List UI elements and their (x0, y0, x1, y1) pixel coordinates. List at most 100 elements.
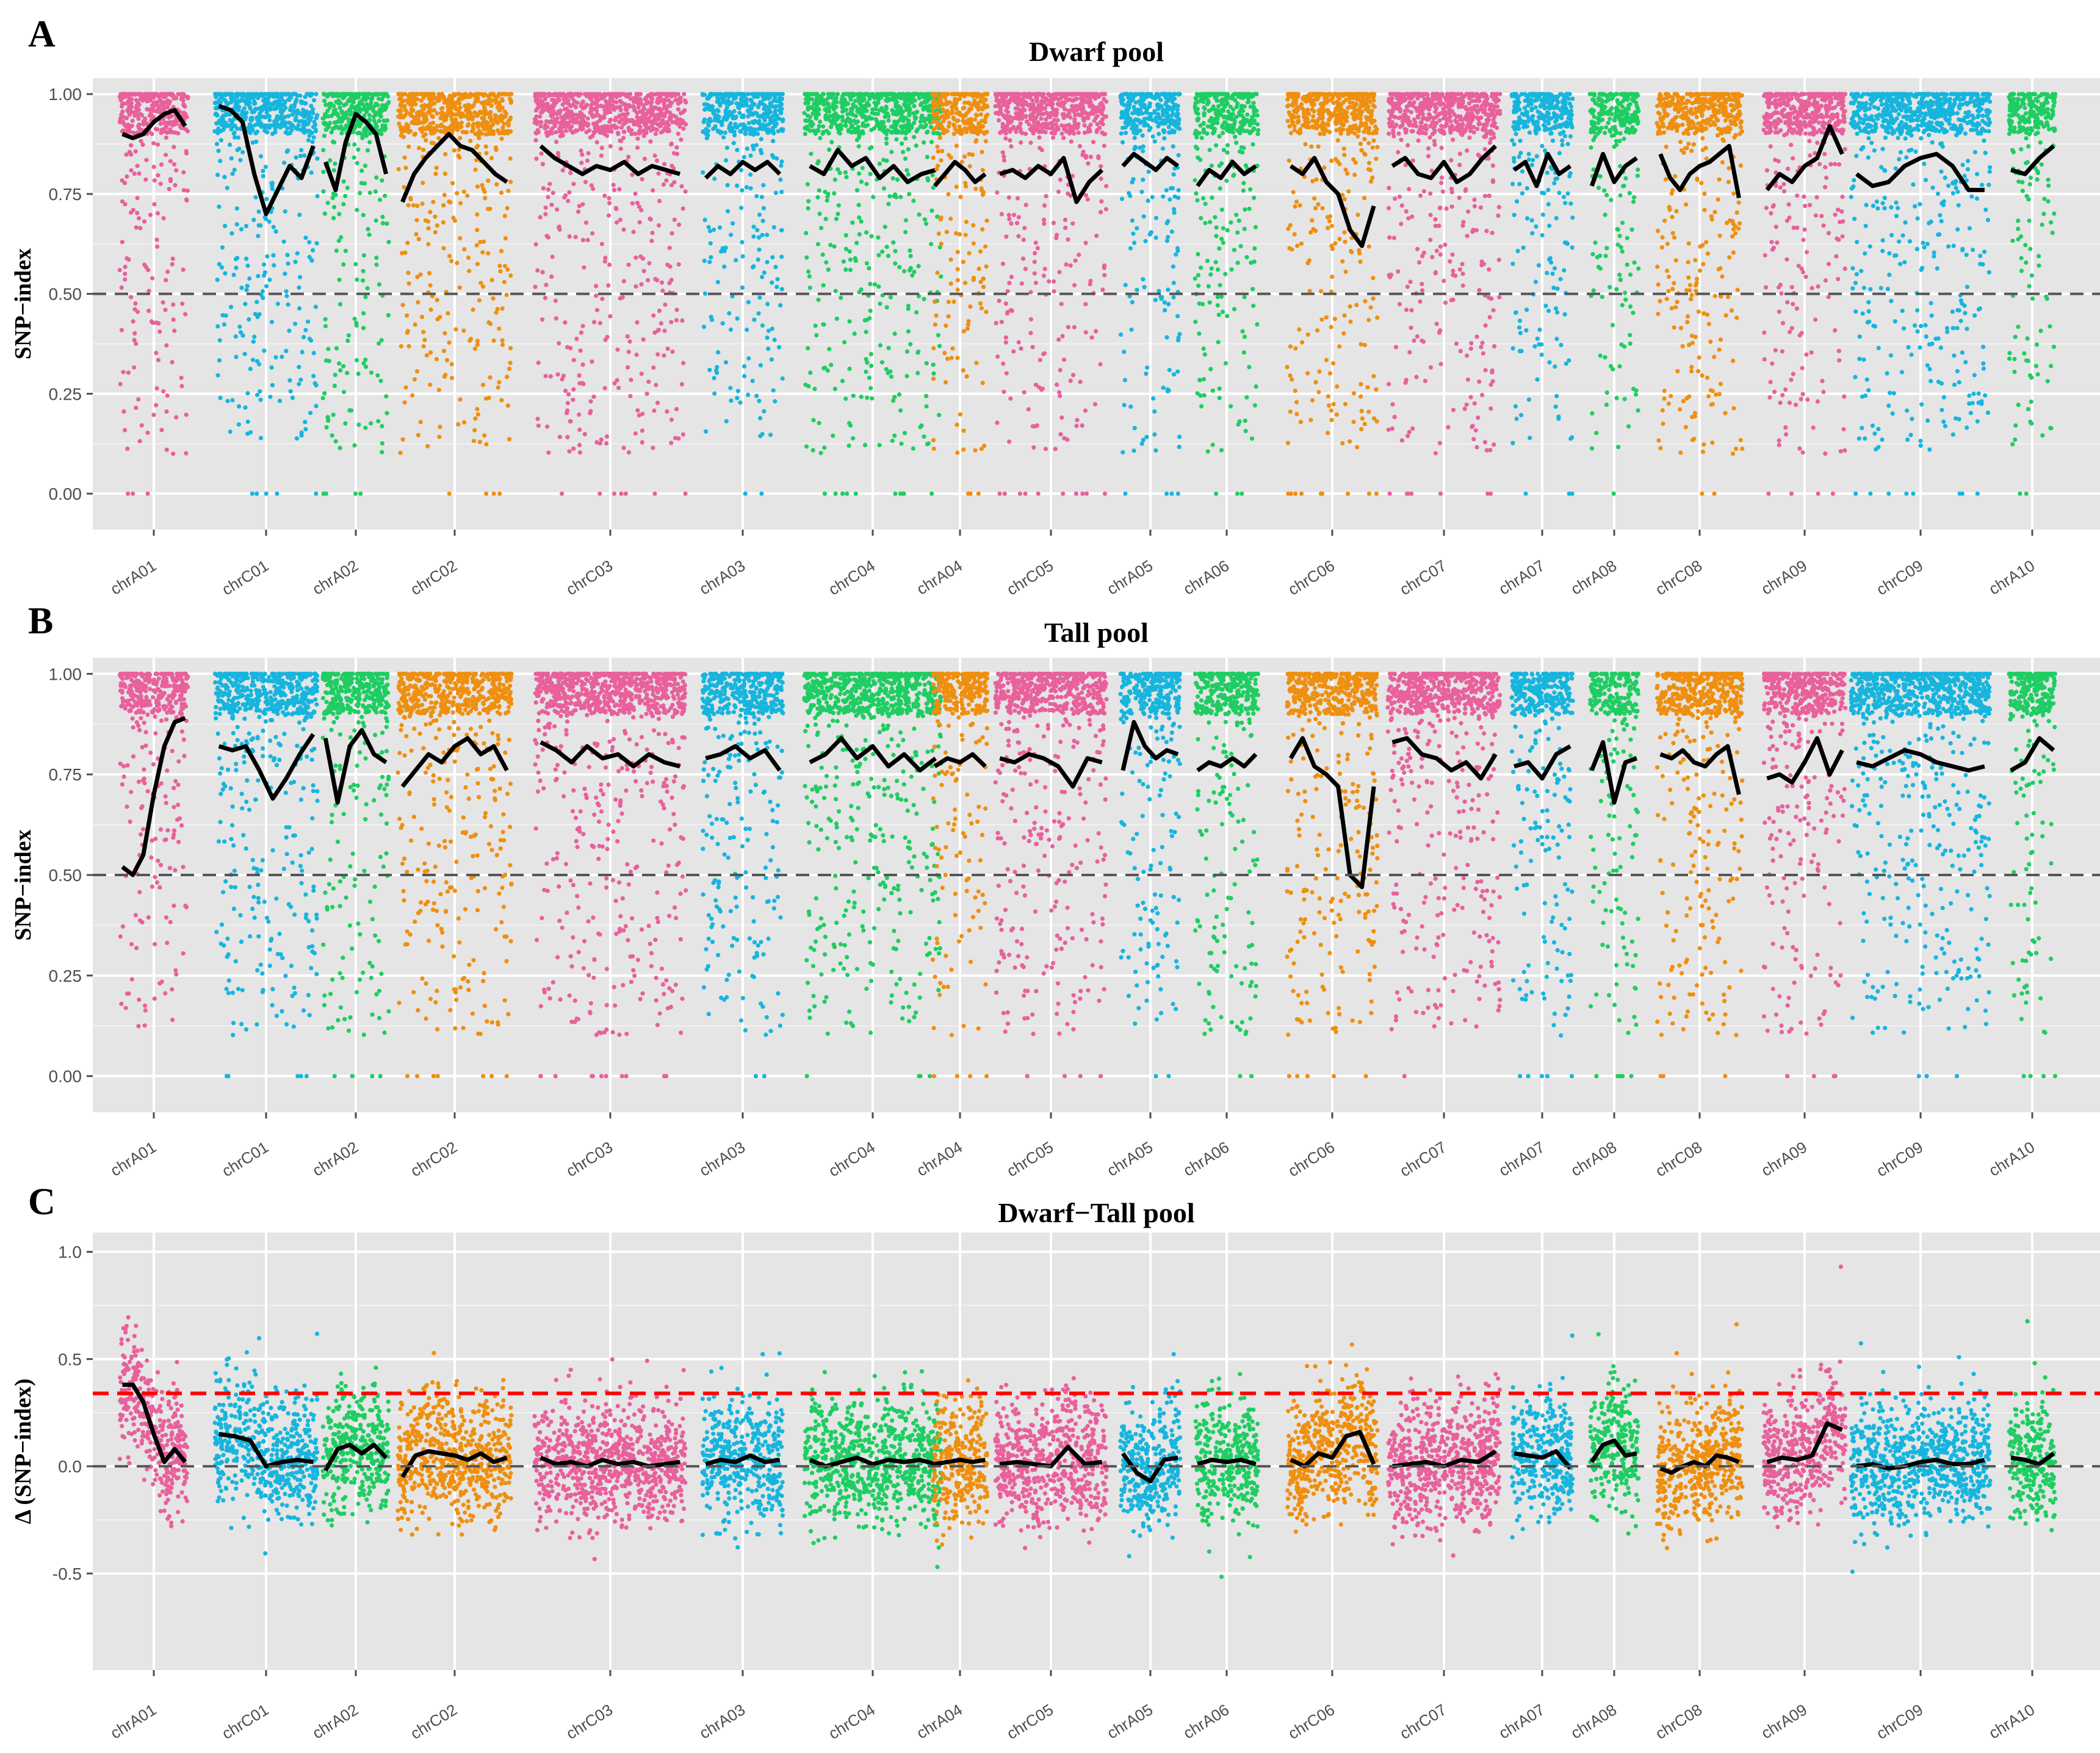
snp-point (120, 110, 124, 114)
snp-point (280, 355, 284, 359)
snp-point (323, 103, 328, 107)
snp-point (220, 313, 225, 317)
snp-point (123, 202, 127, 206)
snp-point (295, 436, 299, 441)
snp-point (138, 226, 142, 230)
snp-point (134, 109, 139, 113)
snp-point (234, 257, 238, 261)
snp-point (268, 395, 272, 399)
snp-point (315, 194, 319, 198)
snp-point (151, 412, 156, 417)
snp-point (286, 303, 290, 307)
snp-point (312, 120, 316, 124)
snp-point (186, 95, 190, 99)
snp-point (323, 324, 328, 328)
snp-point (247, 276, 251, 281)
snp-point (315, 156, 319, 160)
snp-point (182, 110, 186, 115)
snp-point (322, 134, 327, 138)
snp-point (159, 100, 164, 104)
snp-point (374, 256, 378, 260)
snp-point (337, 106, 342, 110)
snp-point (165, 448, 169, 452)
snp-point (229, 124, 234, 129)
panel-title: Dwarf pool (1029, 36, 1164, 67)
snp-point (215, 131, 220, 135)
snp-point (234, 355, 238, 359)
snp-point (164, 125, 168, 129)
snp-point (255, 115, 259, 120)
y-tick-label: 0.50 (49, 285, 82, 304)
snp-point (159, 428, 164, 432)
snp-point (131, 131, 135, 135)
snp-point (121, 370, 125, 374)
snp-point (309, 115, 313, 120)
snp-point (218, 96, 223, 100)
snp-point (156, 358, 161, 362)
snp-point (355, 208, 359, 212)
snp-point (257, 209, 261, 214)
snp-point (312, 98, 316, 103)
snp-point (135, 310, 140, 314)
snp-point (353, 492, 358, 496)
snp-point (281, 116, 285, 120)
snp-point (294, 156, 298, 160)
snp-point (174, 168, 178, 173)
snp-point (248, 105, 252, 109)
snp-point (288, 108, 292, 112)
snp-point (229, 231, 234, 236)
snp-point (298, 93, 302, 98)
snp-point (223, 113, 228, 117)
snp-point (242, 106, 247, 110)
snp-point (246, 420, 250, 424)
snp-point (369, 100, 373, 104)
snp-point (264, 284, 269, 289)
snp-point (129, 295, 133, 299)
snp-point (311, 111, 315, 115)
snp-point (303, 427, 308, 431)
snp-point (218, 338, 222, 342)
snp-point (272, 263, 276, 267)
snp-point (251, 109, 255, 113)
snp-point (278, 107, 283, 111)
snp-point (123, 428, 127, 432)
snp-point (219, 138, 223, 142)
snp-point (174, 415, 178, 419)
snp-point (228, 430, 233, 434)
snp-point (183, 312, 187, 316)
snp-point (137, 126, 141, 131)
snp-point (237, 325, 242, 329)
snp-point (256, 274, 260, 278)
snp-point (129, 211, 133, 215)
snp-point (121, 409, 126, 414)
snp-point (282, 239, 286, 243)
snp-point (243, 302, 247, 306)
snp-point (283, 272, 287, 276)
snp-point (262, 348, 266, 353)
snp-point (134, 225, 139, 229)
snp-point (235, 222, 239, 226)
snp-point (129, 143, 133, 148)
snp-point (315, 113, 319, 117)
snp-point (156, 142, 160, 146)
snp-point (164, 278, 168, 283)
snp-point (380, 215, 384, 219)
snp-point (151, 96, 156, 100)
snp-point (270, 187, 275, 191)
snp-point (217, 358, 222, 362)
snp-point (295, 112, 299, 116)
snp-point (173, 183, 177, 187)
snp-point (135, 211, 139, 215)
snp-point (162, 92, 166, 96)
snp-point (144, 158, 148, 162)
snp-point (171, 317, 176, 322)
snp-point (297, 286, 301, 290)
snp-point (297, 382, 301, 386)
snp-point (286, 114, 290, 118)
snp-point (356, 423, 361, 427)
snp-point (245, 264, 250, 268)
snp-point (230, 398, 234, 402)
snp-point (303, 113, 308, 118)
snp-point (167, 115, 171, 120)
snp-point (290, 395, 295, 400)
